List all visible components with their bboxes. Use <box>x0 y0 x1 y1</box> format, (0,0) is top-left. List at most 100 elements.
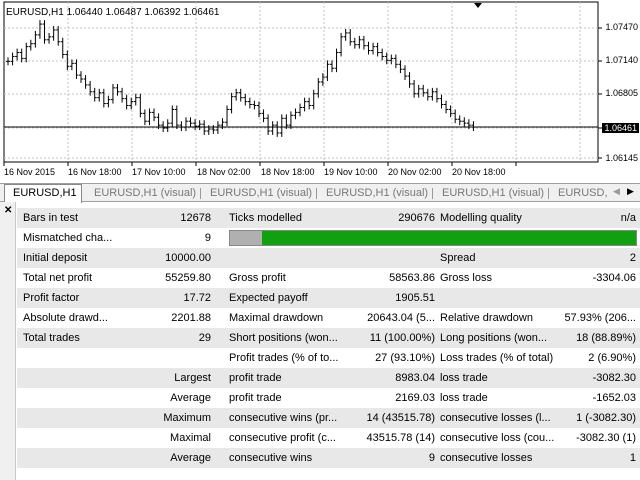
maximal-consecutive-loss-value: -3082.30 (1) <box>576 432 636 444</box>
expected-payoff-label: Expected payoff <box>229 292 308 304</box>
time-label: 18 Nov 18:00 <box>261 167 315 177</box>
loss-trades-value: 2 (6.90%) <box>588 352 636 364</box>
table-row: Profit factor 17.72 Expected payoff 1905… <box>17 288 640 308</box>
absolute-drawdown-label: Absolute drawd... <box>23 312 108 324</box>
initial-deposit-label: Initial deposit <box>23 252 88 264</box>
time-label: 20 Nov 18:00 <box>452 167 506 177</box>
total-net-profit-label: Total net profit <box>23 272 93 284</box>
tab-chart-3[interactable]: EURUSD,H1 (visual) <box>326 187 429 199</box>
tab-scroll-left-icon[interactable]: ◀ <box>613 186 620 196</box>
avg-consecutive-losses-label: consecutive losses <box>440 452 533 464</box>
chart-info: EURUSD,H1 1.06440 1.06487 1.06392 1.0646… <box>6 7 220 18</box>
modelling-quality-bar-unknown <box>230 231 262 245</box>
largest-profit-label: profit trade <box>229 372 282 384</box>
tab-scroll-right-icon[interactable]: ▶ <box>627 186 634 196</box>
largest-label: Largest <box>174 372 211 384</box>
total-trades-label: Total trades <box>23 332 80 344</box>
chart-frame <box>3 1 599 163</box>
ticks-modelled-value: 290676 <box>398 212 435 224</box>
mismatched-label: Mismatched cha... <box>23 232 113 244</box>
max-consecutive-losses-label: consecutive losses (l... <box>440 412 551 424</box>
tab-separator <box>200 188 201 199</box>
relative-drawdown-value: 57.93% (206... <box>564 312 636 324</box>
time-label: 16 Nov 2015 <box>4 167 56 177</box>
loss-trades-label: Loss trades (% of total) <box>440 352 554 364</box>
modelling-quality-bar <box>229 230 637 246</box>
maximal-consecutive-profit-label: consecutive profit (c... <box>229 432 336 444</box>
profit-trades-label: Profit trades (% of to... <box>229 352 339 364</box>
long-positions-label: Long positions (won... <box>440 332 548 344</box>
table-row: Maximal consecutive profit (c... 43515.7… <box>17 428 640 448</box>
price-label: 1.07140 <box>605 55 638 65</box>
table-row: Average consecutive wins 9 consecutive l… <box>17 448 640 468</box>
gross-profit-label: Gross profit <box>229 272 286 284</box>
mismatched-value: 9 <box>204 232 211 244</box>
average-loss-label: loss trade <box>440 392 488 404</box>
current-price-label: 1.06461 <box>602 123 639 133</box>
tab-separator <box>432 188 433 199</box>
maximum-label: Maximum <box>163 412 211 424</box>
tab-chart-0[interactable]: EURUSD,H1 <box>4 184 82 203</box>
table-row: Initial deposit 10000.00 Spread 2 <box>17 248 640 268</box>
table-row: Largest profit trade 8983.04 loss trade … <box>17 368 640 388</box>
absolute-drawdown-value: 2201.88 <box>171 312 211 324</box>
modelling-quality-label: Modelling quality <box>440 212 522 224</box>
profit-factor-label: Profit factor <box>23 292 80 304</box>
time-label: 18 Nov 02:00 <box>197 167 251 177</box>
avg-consecutive-wins-value: 9 <box>428 452 435 464</box>
table-row: Total trades 29 Short positions (won... … <box>17 328 640 348</box>
price-label: 1.06805 <box>605 88 638 98</box>
maximal-drawdown-label: Maximal drawdown <box>229 312 324 324</box>
table-row: Maximum consecutive wins (pr... 14 (4351… <box>17 408 640 428</box>
gross-loss-label: Gross loss <box>440 272 492 284</box>
average-profit-value: 2169.03 <box>395 392 435 404</box>
average-label: Average <box>170 392 211 404</box>
profit-factor-value: 17.72 <box>183 292 211 304</box>
ticks-modelled-label: Ticks modelled <box>229 212 302 224</box>
price-chart[interactable]: EURUSD,H1 1.06440 1.06487 1.06392 1.0646… <box>0 0 640 183</box>
spread-value: 2 <box>629 252 636 264</box>
profit-trades-value: 27 (93.10%) <box>375 352 435 364</box>
time-label: 16 Nov 18:00 <box>68 167 122 177</box>
time-label: 17 Nov 10:00 <box>132 167 186 177</box>
relative-drawdown-label: Relative drawdown <box>440 312 533 324</box>
tab-chart-2[interactable]: EURUSD,H1 (visual) <box>210 187 313 199</box>
price-label: 1.06145 <box>605 153 638 163</box>
total-trades-value: 29 <box>198 332 211 344</box>
tab-chart-4[interactable]: EURUSD,H1 (visual) <box>442 187 545 199</box>
maximal-drawdown-value: 20643.04 (5... <box>367 312 435 324</box>
tab-separator <box>316 188 317 199</box>
average-profit-label: profit trade <box>229 392 282 404</box>
maximal-consecutive-loss-label: consecutive loss (cou... <box>440 432 555 444</box>
time-label: 20 Nov 02:00 <box>388 167 442 177</box>
bars-in-test-value: 12678 <box>180 212 211 224</box>
modelling-quality-value: n/a <box>620 212 636 224</box>
table-row: Profit trades (% of to... 27 (93.10%) Lo… <box>17 348 640 368</box>
tab-chart-5[interactable]: EURUSD,H <box>558 187 608 199</box>
average-consecutive-label: Average <box>170 452 211 464</box>
price-label: 1.07470 <box>605 22 638 32</box>
table-row: Total net profit 55259.80 Gross profit 5… <box>17 268 640 288</box>
gross-profit-value: 58563.86 <box>389 272 435 284</box>
max-consecutive-wins-label: consecutive wins (pr... <box>229 412 338 424</box>
bars-in-test-label: Bars in test <box>23 212 79 224</box>
spread-label: Spread <box>440 252 476 264</box>
chart-canvas[interactable] <box>0 0 640 183</box>
table-row: Mismatched cha... 9 <box>17 228 640 248</box>
gross-loss-value: -3304.06 <box>592 272 636 284</box>
tab-separator <box>548 188 549 199</box>
maximal-label: Maximal <box>170 432 211 444</box>
table-row: Average profit trade 2169.03 loss trade … <box>17 388 640 408</box>
largest-profit-value: 8983.04 <box>395 372 435 384</box>
tab-chart-1[interactable]: EURUSD,H1 (visual) <box>94 187 197 199</box>
short-positions-label: Short positions (won... <box>229 332 338 344</box>
table-row: Absolute drawd... 2201.88 Maximal drawdo… <box>17 308 640 328</box>
initial-deposit-value: 10000.00 <box>165 252 211 264</box>
close-icon[interactable]: ✕ <box>4 205 13 216</box>
total-net-profit-value: 55259.80 <box>165 272 211 284</box>
chart-shift-icon <box>474 3 482 8</box>
largest-loss-value: -3082.30 <box>592 372 636 384</box>
time-label: 19 Nov 10:00 <box>324 167 378 177</box>
short-positions-value: 11 (100.00%) <box>369 332 435 344</box>
avg-consecutive-wins-label: consecutive wins <box>229 452 313 464</box>
